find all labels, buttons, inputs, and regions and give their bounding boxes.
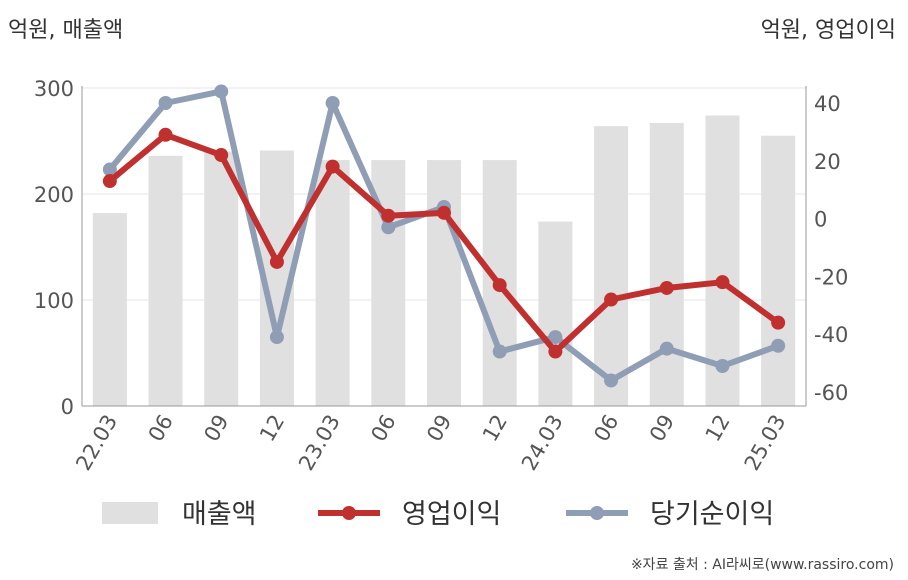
x-axis-tick-label: 24.03 — [517, 411, 568, 475]
x-axis-tick-label: 22.03 — [71, 411, 122, 475]
operating-profit-point — [715, 275, 730, 290]
legend-label-revenue: 매출액 — [182, 499, 257, 530]
operating-profit-point — [158, 127, 173, 142]
left-axis-tick-label: 300 — [34, 77, 74, 101]
operating-profit-point — [771, 315, 786, 330]
right-axis-tick-label: -60 — [814, 381, 848, 405]
right-axis-tick-label: -40 — [814, 323, 848, 347]
x-axis-tick-label: 09 — [422, 411, 456, 446]
net-income-point — [214, 84, 229, 99]
operating-profit-point — [214, 148, 229, 163]
x-axis-tick-label: 23.03 — [294, 411, 345, 475]
left-axis-tick-label: 200 — [34, 183, 74, 207]
revenue-bar — [705, 115, 740, 406]
revenue-bar — [427, 160, 461, 406]
legend-marker-operating-profit — [342, 506, 356, 520]
revenue-bar — [594, 126, 629, 406]
left-axis-tick-label: 100 — [34, 289, 74, 313]
net-income-point — [325, 96, 340, 110]
x-axis-tick-label: 12 — [701, 411, 735, 446]
revenue-bar — [538, 221, 573, 406]
operating-profit-point — [492, 278, 507, 293]
operating-profit-point — [325, 159, 340, 174]
operating-profit-point — [102, 174, 117, 189]
legend-swatch-revenue — [102, 502, 158, 524]
right-axis-tick-label: 40 — [814, 92, 841, 116]
net-income-point — [158, 96, 173, 110]
x-axis-tick-label: 12 — [255, 411, 289, 446]
source-note: ※자료 출처 : AI라씨로(www.rassiro.com) — [630, 557, 894, 573]
x-axis-tick-label: 06 — [366, 411, 400, 446]
operating-profit-point — [269, 254, 284, 269]
net-income-point — [659, 341, 674, 356]
operating-profit-point — [548, 344, 563, 359]
x-axis-tick-label: 25.03 — [740, 411, 791, 475]
net-income-point — [771, 338, 786, 353]
legend-label-net-income: 당기순이익 — [650, 499, 774, 530]
net-income-point — [604, 373, 619, 388]
x-axis-tick-label: 06 — [144, 411, 178, 446]
right-axis-tick-label: 0 — [814, 208, 827, 232]
operating-profit-point — [604, 292, 619, 307]
net-income-point — [102, 162, 117, 177]
left-axis-tick-label: 0 — [61, 395, 74, 419]
revenue-bar — [649, 122, 684, 406]
net-income-point — [548, 330, 563, 345]
net-income-point — [381, 220, 396, 235]
net-income-point — [715, 358, 730, 373]
legend-marker-net-income — [590, 506, 604, 520]
x-axis-tick-label: 06 — [589, 411, 623, 446]
x-axis-tick-label: 09 — [199, 411, 233, 446]
revenue-bar — [315, 160, 350, 406]
right-axis-unit-label: 억원, 영업이익 — [760, 18, 896, 43]
operating-profit-point — [659, 280, 674, 295]
right-axis-tick-label: 20 — [814, 150, 841, 174]
left-axis-unit-label: 억원, 매출액 — [8, 18, 124, 43]
x-axis-tick-label: 09 — [645, 411, 679, 446]
net-income-point — [269, 330, 284, 345]
revenue-bar — [204, 151, 239, 406]
revenue-bar — [761, 135, 796, 406]
legend-label-operating-profit: 영업이익 — [402, 499, 501, 530]
operating-profit-point — [437, 205, 451, 220]
net-income-point — [492, 344, 507, 359]
revenue-bar — [148, 155, 183, 406]
operating-profit-point — [381, 208, 396, 223]
revenue-bar — [92, 213, 127, 406]
right-axis-tick-label: -20 — [814, 265, 848, 289]
x-axis-tick-label: 12 — [478, 411, 512, 446]
